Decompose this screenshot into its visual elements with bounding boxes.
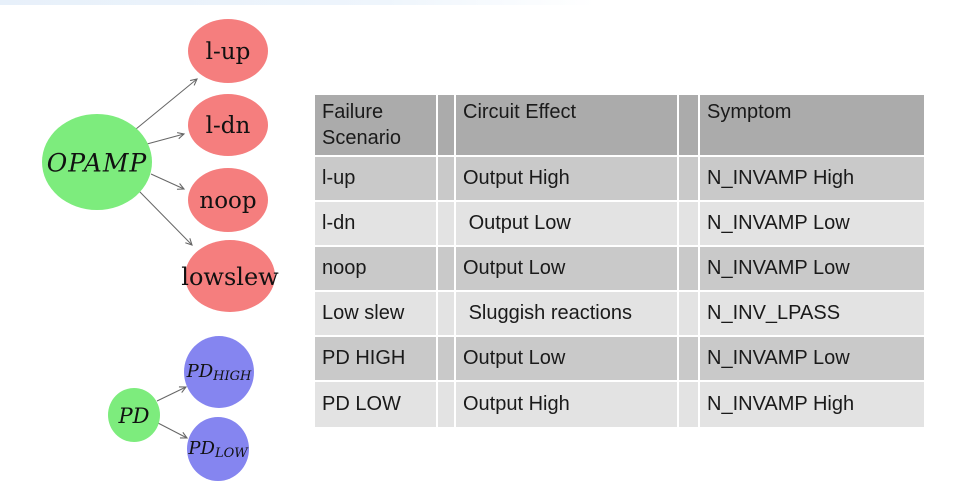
cell-spacer	[438, 382, 456, 427]
header-spacer	[679, 95, 700, 157]
node-opamp	[42, 114, 152, 210]
table-row-l-dn: l-dn Output Low N_INVAMP Low	[315, 202, 924, 247]
cell-scenario: l-dn	[315, 202, 438, 247]
cell-spacer	[438, 337, 456, 382]
node-pd-label: PD	[118, 404, 150, 428]
header-spacer	[438, 95, 456, 157]
table-row-noop: noop Output Low N_INVAMP Low	[315, 247, 924, 292]
cell-symptom: N_INVAMP High	[700, 157, 924, 202]
edge-opamp-lowslew	[138, 190, 193, 246]
cell-effect: Output Low	[456, 337, 679, 382]
node-pd-low-label: PDLOW	[187, 438, 249, 461]
header-circuit-effect: Circuit Effect	[456, 95, 679, 157]
edge-opamp-ldn	[146, 132, 186, 145]
node-pd-high	[184, 336, 254, 408]
cell-effect: Output High	[456, 382, 679, 427]
cell-spacer	[679, 382, 700, 427]
node-l-up	[188, 19, 268, 83]
cell-scenario: Low slew	[315, 292, 438, 337]
cell-effect: Sluggish reactions	[456, 292, 679, 337]
pd-low-label-main: PD	[187, 438, 215, 459]
edge-pd-pdlow	[157, 422, 189, 439]
fault-tree-svg: OPAMP l-up l-dn noop lowslew PD PDHIGH P…	[42, 19, 279, 481]
node-lowslew-label: lowslew	[181, 263, 279, 291]
pd-high-label-subscript: HIGH	[212, 369, 252, 384]
table-header-row: Failure Scenario Circuit Effect Symptom	[315, 95, 924, 157]
fault-tree-diagram: OPAMP l-up l-dn noop lowslew PD PDHIGH P…	[0, 0, 320, 492]
node-noop	[188, 168, 268, 232]
node-pd-high-label: PDHIGH	[186, 361, 252, 384]
opamp-edges	[135, 78, 198, 246]
node-pd-low	[187, 417, 249, 481]
cell-scenario: PD HIGH	[315, 337, 438, 382]
cell-symptom: N_INV_LPASS	[700, 292, 924, 337]
cell-effect: Output Low	[456, 202, 679, 247]
node-l-dn-label: l-dn	[206, 113, 251, 139]
cell-spacer	[438, 247, 456, 292]
table-row-low-slew: Low slew Sluggish reactions N_INV_LPASS	[315, 292, 924, 337]
cell-symptom: N_INVAMP Low	[700, 337, 924, 382]
header-symptom: Symptom	[700, 95, 924, 157]
cell-effect: Output High	[456, 157, 679, 202]
cell-spacer	[438, 202, 456, 247]
pd-low-label-subscript: LOW	[214, 446, 249, 461]
cell-effect: Output Low	[456, 247, 679, 292]
cell-scenario: PD LOW	[315, 382, 438, 427]
cell-spacer	[438, 157, 456, 202]
table-row-l-up: l-up Output High N_INVAMP High	[315, 157, 924, 202]
cell-symptom: N_INVAMP Low	[700, 247, 924, 292]
failure-symptom-table: Failure Scenario Circuit Effect Symptom …	[315, 95, 924, 427]
cell-spacer	[679, 292, 700, 337]
node-l-dn	[188, 94, 268, 156]
pd-edges	[156, 386, 189, 439]
edge-pd-pdhigh	[156, 386, 188, 402]
node-l-up-label: l-up	[206, 39, 251, 65]
table-row-pd-high: PD HIGH Output Low N_INVAMP Low	[315, 337, 924, 382]
cell-spacer	[679, 247, 700, 292]
node-opamp-label: OPAMP	[47, 149, 148, 178]
cell-spacer	[438, 292, 456, 337]
table-row-pd-low: PD LOW Output High N_INVAMP High	[315, 382, 924, 427]
node-lowslew	[185, 240, 275, 312]
edge-opamp-noop	[150, 173, 186, 190]
edge-opamp-lup	[135, 78, 198, 130]
cell-symptom: N_INVAMP High	[707, 393, 855, 415]
cell-scenario: l-up	[315, 157, 438, 202]
cell-spacer	[679, 157, 700, 202]
cell-symptom: N_INVAMP Low	[700, 202, 924, 247]
pd-high-label-main: PD	[186, 361, 214, 382]
node-pd	[108, 388, 160, 442]
cell-spacer	[679, 337, 700, 382]
header-failure-scenario: Failure Scenario	[315, 95, 438, 157]
window-top-edge	[0, 0, 700, 5]
cell-spacer	[679, 202, 700, 247]
node-noop-label: noop	[199, 188, 256, 214]
cell-scenario: noop	[315, 247, 438, 292]
